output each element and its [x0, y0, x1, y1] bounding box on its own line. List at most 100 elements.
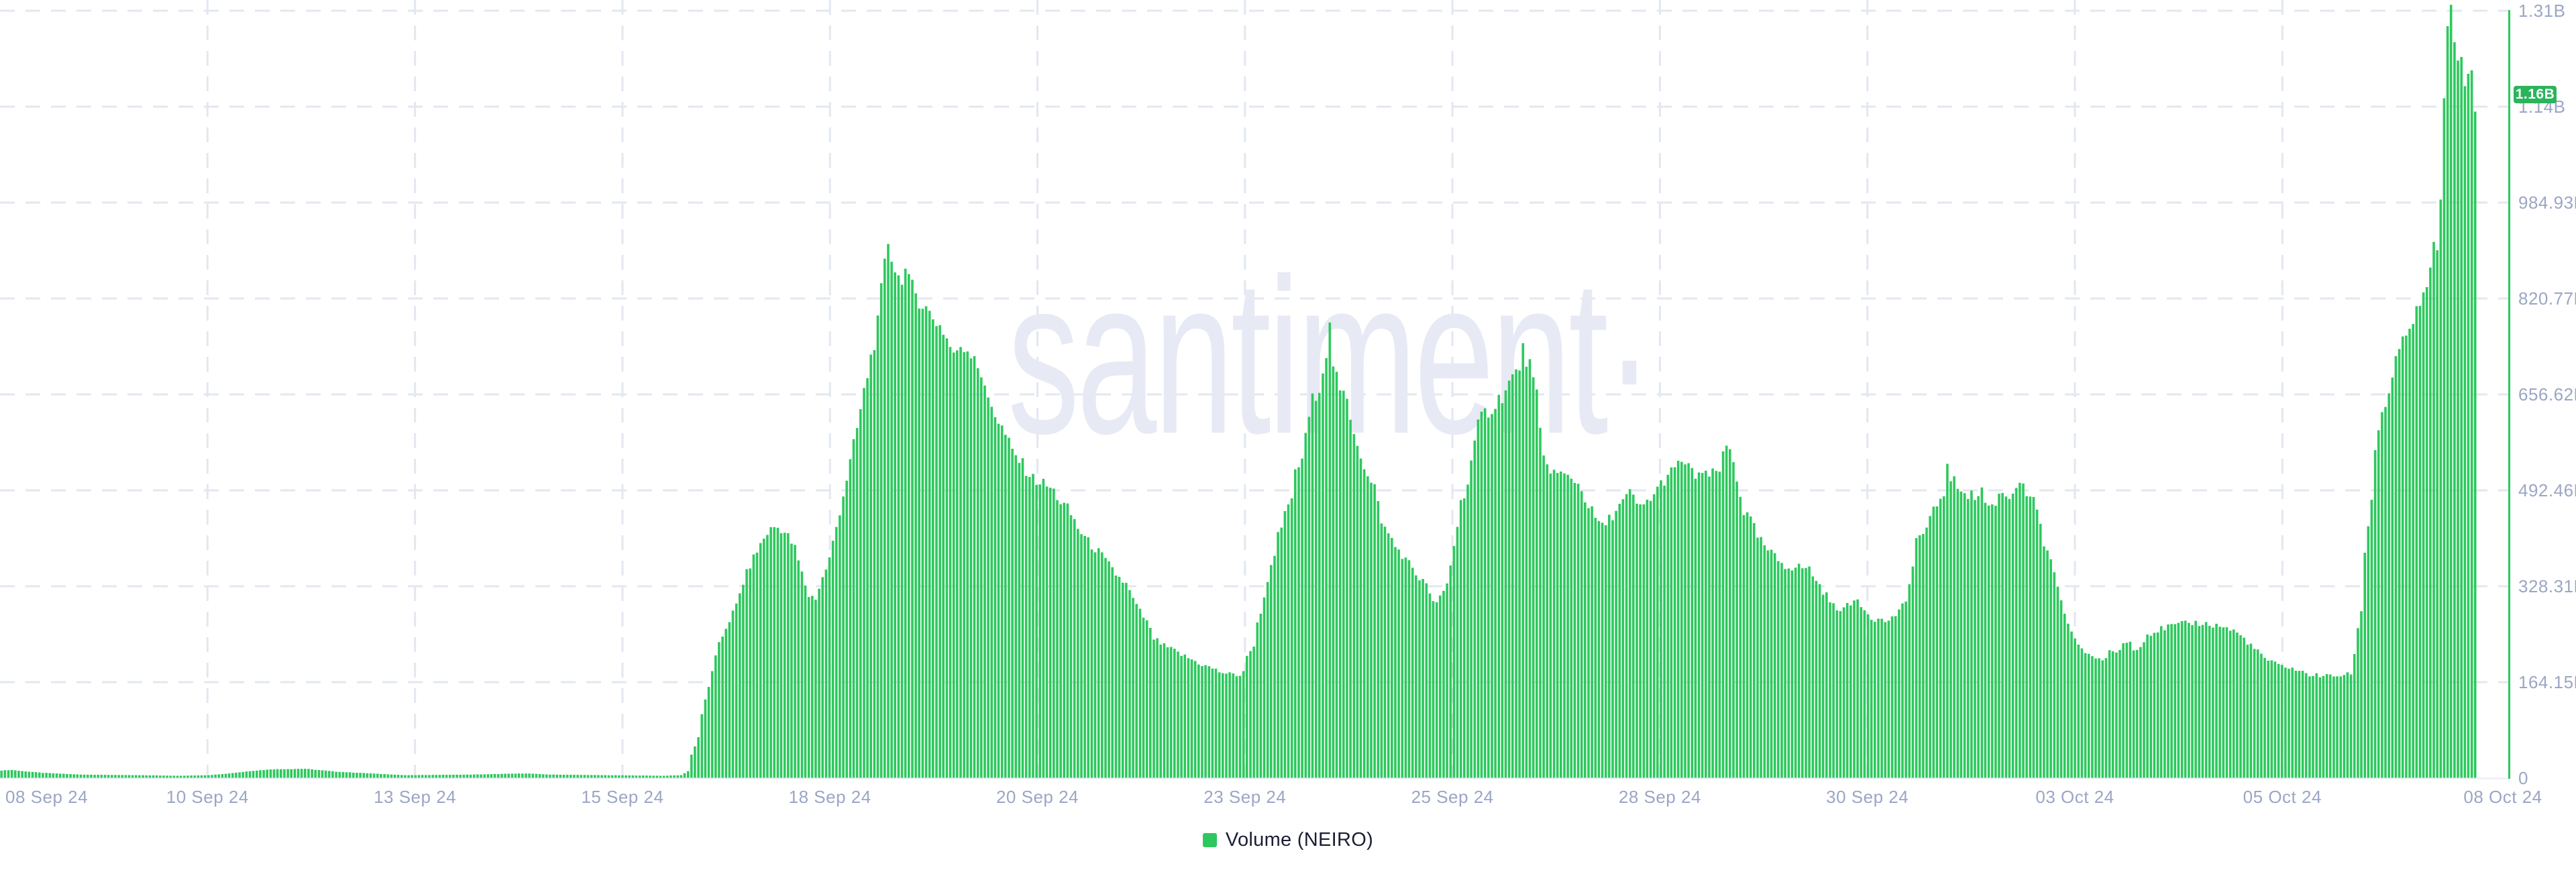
volume-bar[interactable] [148, 775, 152, 778]
volume-bar[interactable] [214, 774, 217, 778]
volume-bar[interactable] [576, 775, 579, 778]
volume-bar[interactable] [938, 325, 941, 778]
volume-bar[interactable] [42, 773, 44, 778]
volume-bar[interactable] [566, 775, 569, 778]
volume-bar[interactable] [1546, 464, 1549, 778]
volume-bar[interactable] [386, 774, 389, 779]
volume-bar[interactable] [1835, 610, 1839, 778]
volume-bar[interactable] [763, 539, 765, 778]
volume-bar[interactable] [7, 770, 10, 778]
volume-bar[interactable] [1421, 579, 1424, 778]
volume-bar[interactable] [1984, 502, 1987, 778]
volume-bar[interactable] [1349, 419, 1352, 778]
volume-bar[interactable] [2318, 677, 2322, 778]
volume-bar[interactable] [1580, 491, 1583, 778]
volume-bar[interactable] [1701, 473, 1704, 778]
volume-bar[interactable] [2111, 651, 2114, 778]
volume-bar[interactable] [2429, 267, 2432, 778]
volume-bar[interactable] [135, 775, 138, 778]
volume-bar[interactable] [2011, 493, 2015, 778]
volume-bar[interactable] [1904, 601, 1907, 778]
volume-bar[interactable] [2139, 647, 2142, 778]
volume-bar[interactable] [176, 775, 179, 779]
volume-bar[interactable] [538, 773, 541, 778]
volume-bar[interactable] [735, 603, 738, 778]
volume-bar[interactable] [2049, 559, 2052, 778]
volume-bar[interactable] [1328, 322, 1332, 778]
volume-bar[interactable] [2056, 586, 2059, 778]
volume-bar[interactable] [317, 770, 321, 778]
volume-bar[interactable] [1887, 620, 1890, 778]
volume-bar[interactable] [87, 774, 89, 778]
volume-bar[interactable] [1597, 521, 1601, 778]
volume-bar[interactable] [2446, 26, 2449, 778]
volume-bar[interactable] [618, 775, 621, 778]
volume-bar[interactable] [1652, 494, 1656, 778]
volume-bar[interactable] [1604, 525, 1607, 778]
volume-bar[interactable] [721, 637, 724, 778]
volume-bar[interactable] [1008, 437, 1010, 778]
volume-bar[interactable] [1908, 584, 1911, 778]
volume-bar[interactable] [14, 770, 17, 778]
volume-bar[interactable] [1356, 445, 1359, 778]
volume-bar[interactable] [469, 774, 472, 778]
volume-bar[interactable] [1621, 499, 1625, 778]
volume-bar[interactable] [2288, 669, 2290, 778]
volume-bar[interactable] [1263, 597, 1266, 778]
volume-bar[interactable] [2188, 622, 2190, 778]
volume-bar[interactable] [507, 773, 510, 779]
volume-bar[interactable] [666, 775, 669, 778]
volume-bar[interactable] [1108, 561, 1110, 778]
volume-bar[interactable] [1407, 560, 1411, 778]
volume-bar[interactable] [455, 774, 458, 778]
volume-bar[interactable] [1159, 644, 1162, 778]
volume-bar[interactable] [1439, 595, 1442, 778]
volume-bar[interactable] [911, 280, 914, 778]
volume-bar[interactable] [1246, 655, 1248, 778]
volume-bar[interactable] [1939, 498, 1942, 778]
volume-bar[interactable] [211, 775, 213, 778]
volume-bar[interactable] [321, 770, 324, 778]
volume-bar[interactable] [662, 775, 665, 779]
volume-bar[interactable] [1542, 455, 1545, 778]
volume-bar[interactable] [1608, 514, 1611, 778]
volume-bar[interactable] [959, 347, 962, 778]
volume-bar[interactable] [1666, 474, 1670, 778]
volume-bar[interactable] [2104, 658, 2108, 778]
volume-bar[interactable] [1183, 654, 1186, 778]
volume-bar[interactable] [904, 268, 907, 779]
volume-bar[interactable] [2091, 656, 2094, 778]
volume-bar[interactable] [1449, 565, 1452, 778]
volume-bar[interactable] [1287, 504, 1290, 778]
volume-bar[interactable] [811, 596, 814, 778]
volume-bar[interactable] [380, 773, 382, 778]
volume-bar[interactable] [652, 775, 655, 778]
volume-bar[interactable] [2232, 629, 2235, 778]
volume-bar[interactable] [1042, 478, 1045, 778]
volume-bar[interactable] [2236, 633, 2239, 778]
volume-bar[interactable] [1304, 433, 1307, 778]
volume-bar[interactable] [1856, 599, 1859, 778]
volume-bar[interactable] [2129, 641, 2132, 778]
volume-bar[interactable] [304, 769, 307, 778]
volume-bar[interactable] [1742, 514, 1746, 778]
volume-bar[interactable] [1325, 358, 1328, 778]
volume-bar[interactable] [2125, 643, 2129, 778]
volume-bar[interactable] [590, 775, 593, 778]
volume-bar[interactable] [635, 775, 638, 778]
volume-bar[interactable] [435, 775, 437, 778]
volume-bar[interactable] [714, 655, 717, 778]
volume-bar[interactable] [1766, 550, 1770, 778]
volume-bar[interactable] [10, 769, 13, 778]
volume-bar[interactable] [262, 770, 265, 778]
volume-bar[interactable] [1922, 534, 1925, 778]
volume-bar[interactable] [2308, 676, 2311, 778]
volume-bar[interactable] [1418, 580, 1421, 778]
volume-bar[interactable] [66, 773, 68, 778]
volume-bar[interactable] [1391, 538, 1393, 778]
volume-bar[interactable] [1763, 545, 1766, 778]
volume-bar[interactable] [2467, 74, 2470, 778]
volume-bar[interactable] [752, 554, 755, 778]
volume-bar[interactable] [1591, 506, 1593, 778]
volume-bar[interactable] [1894, 616, 1897, 779]
